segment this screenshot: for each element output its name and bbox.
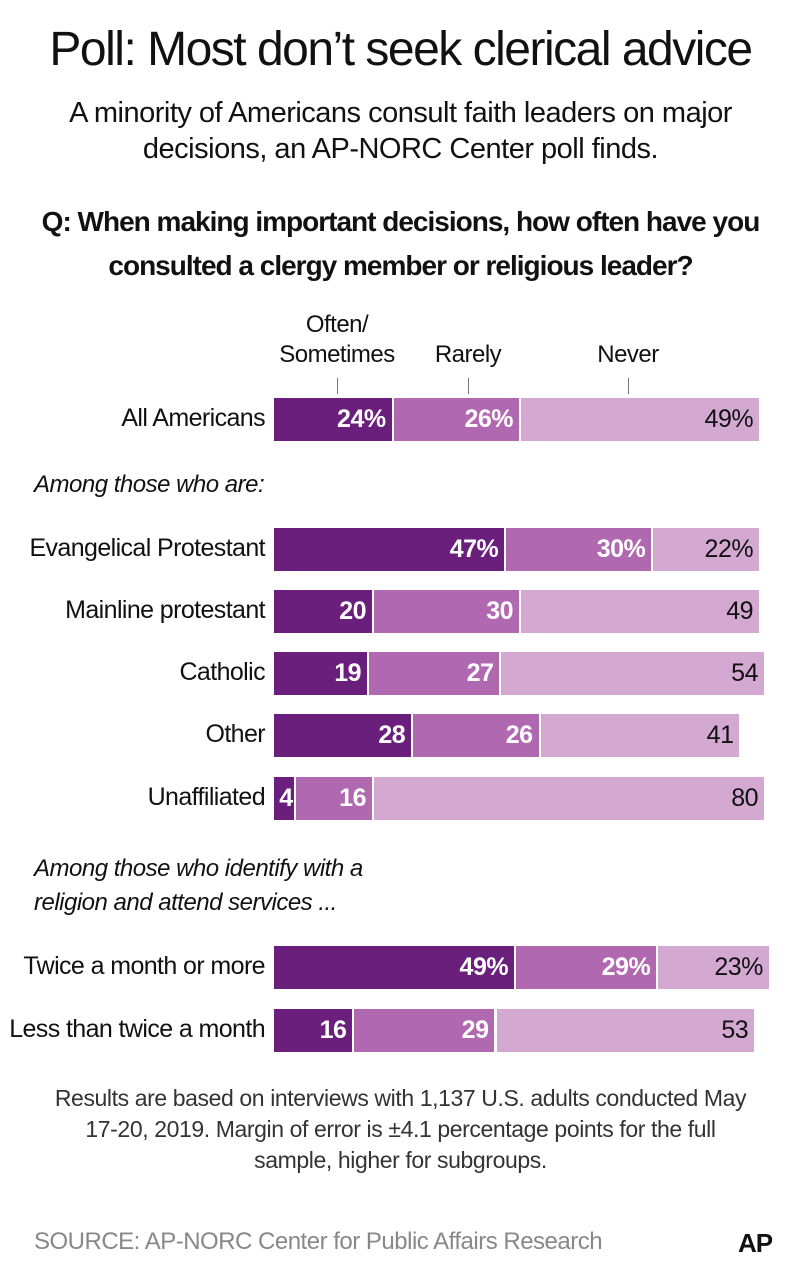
legend-often-sometimes: Often/ Sometimes <box>279 311 395 368</box>
bar-segment-rarely: 29% <box>514 946 657 989</box>
data-label: 26% <box>464 405 513 433</box>
source-credit: SOURCE: AP-NORC Center for Public Affair… <box>34 1228 603 1255</box>
data-label: 54 <box>731 659 758 687</box>
bar-segment-never: 49 <box>519 590 760 633</box>
row-label: Twice a month or more <box>23 952 265 980</box>
bar-segment-often-sometimes: 4 <box>274 777 294 820</box>
bar-segment-never: 23% <box>656 946 769 989</box>
bar-segment-rarely: 30% <box>504 528 652 571</box>
data-label: 4 <box>279 784 293 812</box>
bar-segment-never: 22% <box>651 528 760 571</box>
data-label: 29% <box>601 953 651 981</box>
bar-segment-often-sometimes: 28 <box>274 714 412 757</box>
row-label: All Americans <box>121 404 265 432</box>
group-heading: Among those who identify with a religion… <box>34 855 363 916</box>
bar-segment-never: 41 <box>538 714 740 757</box>
chart-subtitle: A minority of Americans consult faith le… <box>69 97 732 165</box>
data-label: 49 <box>726 597 754 625</box>
bar-segment-never: 80 <box>372 777 764 820</box>
bar-segment-often-sometimes: 19 <box>274 652 368 695</box>
data-label: 22% <box>704 535 754 563</box>
data-label: 29 <box>461 1016 489 1044</box>
data-label: 80 <box>731 784 758 812</box>
legend-never: Never <box>597 341 659 368</box>
data-label: 24% <box>337 405 386 433</box>
legend-tick <box>337 378 338 394</box>
row-label: Mainline protestant <box>65 596 265 624</box>
bar-segment-often-sometimes: 49% <box>274 946 515 989</box>
bar-segment-never: 54 <box>499 652 764 695</box>
row-label: Unaffiliated <box>147 783 266 811</box>
row-label: Less than twice a month <box>9 1015 265 1043</box>
data-label: 30 <box>486 597 513 625</box>
data-label: 16 <box>339 784 366 812</box>
legend-tick <box>468 378 469 394</box>
data-label: 20 <box>339 597 366 625</box>
data-label: 26 <box>505 721 533 749</box>
bar-segment-often-sometimes: 16 <box>274 1009 353 1052</box>
bar-segment-never: 49% <box>519 398 760 441</box>
bar-segment-often-sometimes: 20 <box>274 590 372 633</box>
data-label: 49% <box>704 405 754 433</box>
bar-segment-rarely: 29 <box>352 1009 495 1052</box>
row-label: Catholic <box>179 658 265 686</box>
data-label: 16 <box>319 1016 347 1044</box>
ap-logo: AP <box>738 1228 773 1258</box>
legend-tick <box>628 378 629 394</box>
bar-segment-rarely: 30 <box>372 590 519 633</box>
data-label: 28 <box>378 721 406 749</box>
row-label: Other <box>205 720 265 748</box>
row-label: Evangelical Protestant <box>29 534 265 562</box>
bar-segment-often-sometimes: 24% <box>274 398 392 441</box>
data-label: 30% <box>596 535 646 563</box>
data-label: 49% <box>459 953 509 981</box>
data-label: 47% <box>449 535 499 563</box>
bar-segment-rarely: 26% <box>391 398 519 441</box>
bar-segment-rarely: 26 <box>411 714 539 757</box>
poll-question: Q: When making important decisions, how … <box>41 206 761 281</box>
chart-title: Poll: Most don’t seek clerical advice <box>49 23 753 76</box>
data-label: 23% <box>714 953 763 981</box>
data-label: 53 <box>721 1016 749 1044</box>
data-label: 19 <box>334 659 362 687</box>
legend-rarely: Rarely <box>434 341 502 368</box>
bar-segment-rarely: 16 <box>293 777 372 820</box>
methodology-note: Results are based on interviews with 1,1… <box>54 1085 747 1173</box>
bar-segment-rarely: 27 <box>367 652 500 695</box>
data-label: 41 <box>706 721 734 749</box>
bar-segment-often-sometimes: 47% <box>274 528 505 571</box>
bar-segment-never: 53 <box>494 1009 755 1052</box>
group-heading: Among those who are: <box>34 471 265 498</box>
data-label: 27 <box>466 659 494 687</box>
